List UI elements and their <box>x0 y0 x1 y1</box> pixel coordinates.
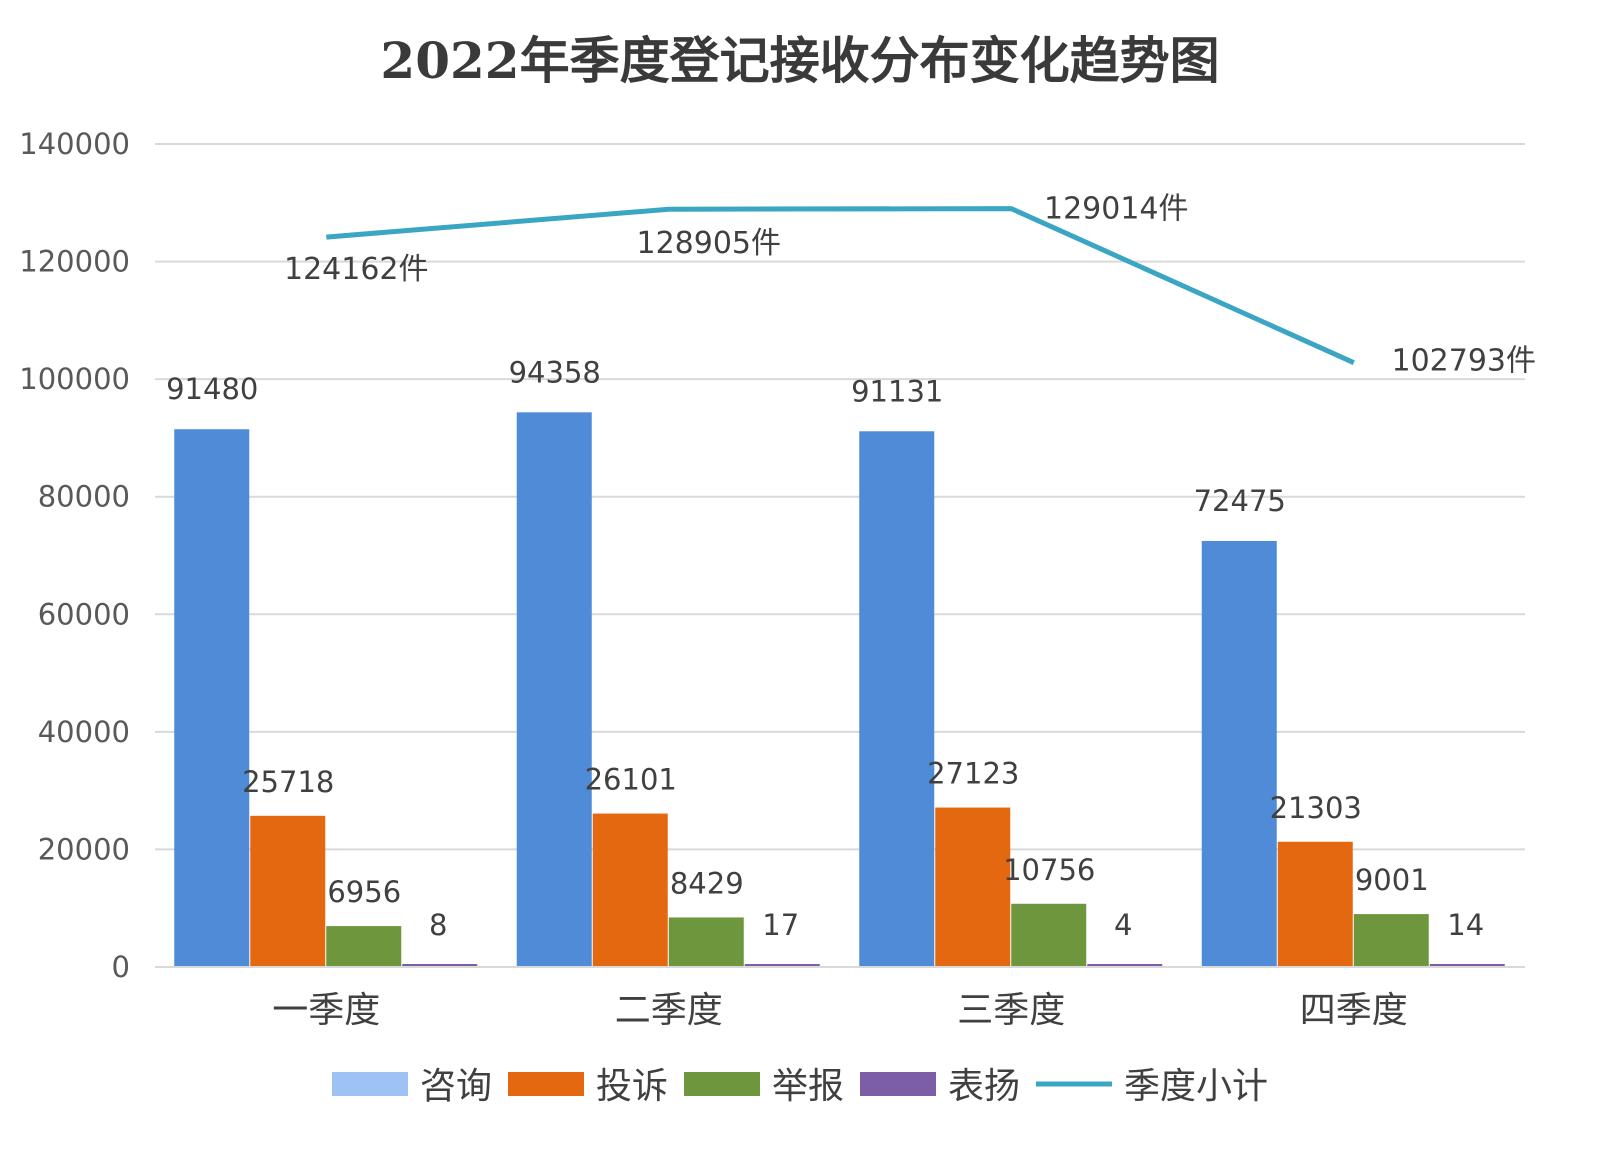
legend-swatch <box>508 1072 584 1096</box>
y-tick-label: 40000 <box>38 715 130 749</box>
bar-举报-二季度 <box>668 917 744 967</box>
data-label: 91480 <box>166 372 258 406</box>
data-label: 8 <box>429 908 447 942</box>
bar-表扬-一季度 <box>402 964 478 967</box>
line-data-label: 129014件 <box>1044 192 1189 227</box>
data-label: 26101 <box>585 763 677 797</box>
data-label: 4 <box>1114 908 1132 942</box>
y-tick-label: 120000 <box>19 245 130 279</box>
y-tick-label: 0 <box>112 950 130 984</box>
bar-表扬-二季度 <box>744 964 820 967</box>
y-tick-label: 80000 <box>38 480 130 514</box>
line-季度小计 <box>326 206 1355 365</box>
bar-咨询-四季度 <box>1201 540 1277 967</box>
y-tick-label: 140000 <box>19 127 130 161</box>
data-label: 21303 <box>1270 791 1362 825</box>
data-label: 8429 <box>670 866 744 900</box>
data-label: 72475 <box>1194 484 1286 518</box>
data-label: 14 <box>1447 908 1484 942</box>
data-label: 17 <box>762 908 799 942</box>
bar-举报-三季度 <box>1011 903 1087 967</box>
data-label: 6956 <box>327 875 401 909</box>
data-label: 91131 <box>851 374 943 408</box>
legend-label: 投诉 <box>596 1066 668 1107</box>
subtotal-line <box>326 206 1355 365</box>
data-label: 10756 <box>1003 853 1095 887</box>
legend: 咨询 投诉 举报 表扬 季度小计 <box>332 1066 1268 1107</box>
bar-咨询-三季度 <box>859 431 935 967</box>
data-label: 25718 <box>242 765 334 799</box>
bar-投诉-一季度 <box>250 815 326 967</box>
data-label: 9001 <box>1355 863 1429 897</box>
legend-item-季度小计: 季度小计 <box>1036 1066 1268 1107</box>
bar-咨询-二季度 <box>516 412 592 967</box>
bar-举报-一季度 <box>326 926 402 967</box>
bar-咨询-一季度 <box>174 429 250 967</box>
data-label: 27123 <box>927 757 1019 791</box>
bar-表扬-三季度 <box>1087 964 1163 967</box>
bar-投诉-三季度 <box>935 807 1011 967</box>
legend-item-表扬: 表扬 <box>860 1066 1020 1107</box>
bar-举报-四季度 <box>1353 914 1429 967</box>
legend-label: 举报 <box>772 1066 844 1107</box>
bars <box>174 412 1505 967</box>
x-category-label: 一季度 <box>272 990 380 1031</box>
bar-表扬-四季度 <box>1429 964 1505 967</box>
axes: 0 20000 40000 60000 80000 100000 120000 140000 一… <box>19 127 1525 1031</box>
gridlines <box>155 143 1525 851</box>
legend-label: 咨询 <box>420 1066 492 1107</box>
legend-item-投诉: 投诉 <box>508 1066 668 1107</box>
y-tick-label: 60000 <box>38 597 130 631</box>
bar-投诉-二季度 <box>592 813 668 967</box>
x-category-label: 四季度 <box>1300 990 1408 1031</box>
line-data-label: 128905件 <box>636 226 781 261</box>
x-category-label: 三季度 <box>957 990 1065 1031</box>
chart-title: 2022年季度登记接收分布变化趋势图 <box>380 31 1219 90</box>
y-tick-label: 100000 <box>19 362 130 396</box>
legend-item-举报: 举报 <box>684 1066 844 1107</box>
legend-label: 表扬 <box>948 1066 1020 1107</box>
legend-label: 季度小计 <box>1124 1066 1268 1107</box>
x-category-label: 二季度 <box>615 990 723 1031</box>
legend-swatch <box>860 1072 936 1096</box>
data-labels: 91480 94358 91131 72475 25718 26101 27123 21303… <box>166 192 1536 942</box>
bar-投诉-四季度 <box>1277 841 1353 967</box>
line-data-label: 124162件 <box>284 252 429 287</box>
legend-swatch <box>684 1072 760 1096</box>
line-data-label: 102793件 <box>1391 344 1536 379</box>
y-tick-label: 20000 <box>38 832 130 866</box>
legend-swatch <box>332 1072 408 1096</box>
legend-item-咨询: 咨询 <box>332 1066 492 1107</box>
data-label: 94358 <box>509 355 601 389</box>
